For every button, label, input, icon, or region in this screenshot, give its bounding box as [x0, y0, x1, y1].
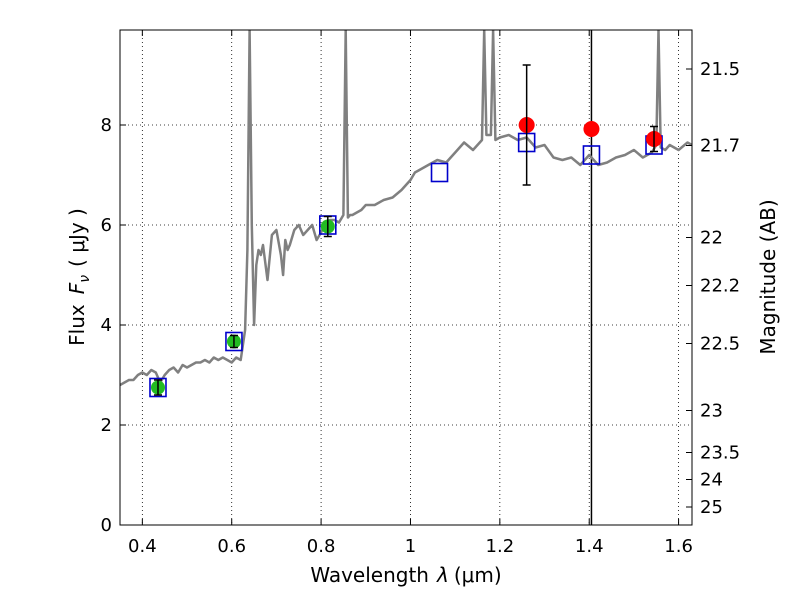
y-tick-label: 6: [101, 215, 112, 236]
y-axis-label: FluxFν( μJy ): [65, 208, 93, 346]
model-photometry-square: [149, 377, 167, 398]
x-tick-label: 1.6: [664, 536, 693, 557]
y2-tick-label: 21.5: [700, 59, 740, 80]
y-tick-label: 0: [101, 515, 112, 536]
y2-tick-label: 23.5: [700, 443, 740, 464]
y2-tick-label: 21.7: [700, 136, 740, 157]
y2-axis-label: Magnitude (AB): [756, 199, 780, 354]
y2-tick-label: 25: [700, 497, 723, 518]
y-tick-label: 2: [101, 415, 112, 436]
y2-tick-label: 22.2: [700, 276, 740, 297]
y-tick-label: 8: [101, 115, 112, 136]
y2-tick-label: 22.5: [700, 334, 740, 355]
model-photometry-square: [225, 331, 243, 352]
x-tick-label: 1: [405, 536, 416, 557]
model-photometry-square: [430, 162, 449, 183]
y-tick-label: 4: [101, 315, 112, 336]
x-tick-label: 0.4: [128, 536, 157, 557]
plot-area: [120, 30, 692, 525]
x-tick-label: 0.6: [217, 536, 246, 557]
x-tick-label: 1.4: [575, 536, 604, 557]
y2-tick-label: 24: [700, 470, 723, 491]
x-tick-label: 1.2: [486, 536, 515, 557]
plot-frame: [119, 29, 693, 526]
x-tick-label: 0.8: [307, 536, 336, 557]
y2-tick-label: 22: [700, 228, 723, 249]
x-axis-label: Wavelength λ (μm): [310, 563, 501, 587]
spectrum-line: [120, 30, 692, 387]
axis-ticks: 0.4 0.6 0.8 1 1.2 1.4 1.60246821.521.72222.222…: [101, 30, 740, 557]
photometry-point: [583, 121, 600, 137]
y2-tick-label: 23: [700, 401, 723, 422]
markers: [149, 64, 663, 398]
model-photometry-square: [582, 145, 601, 165]
